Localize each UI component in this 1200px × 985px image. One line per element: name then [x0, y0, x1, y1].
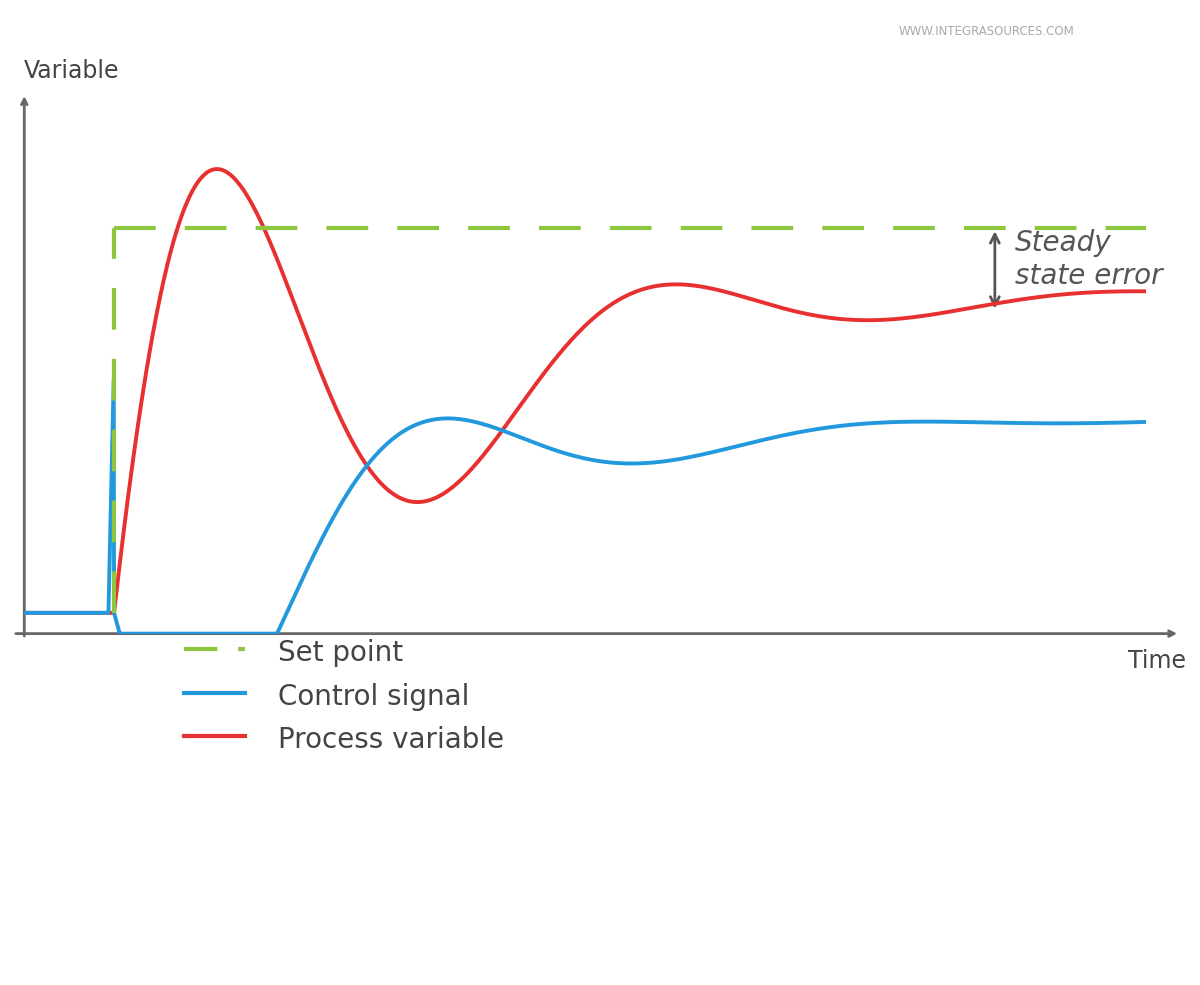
Text: Variable: Variable — [24, 59, 120, 83]
Text: Time: Time — [1128, 649, 1186, 673]
Legend: Set point, Control signal, Process variable: Set point, Control signal, Process varia… — [173, 626, 516, 765]
Text: WWW.INTEGRASOURCES.COM: WWW.INTEGRASOURCES.COM — [899, 25, 1074, 37]
Text: Steady
state error: Steady state error — [1015, 230, 1163, 290]
